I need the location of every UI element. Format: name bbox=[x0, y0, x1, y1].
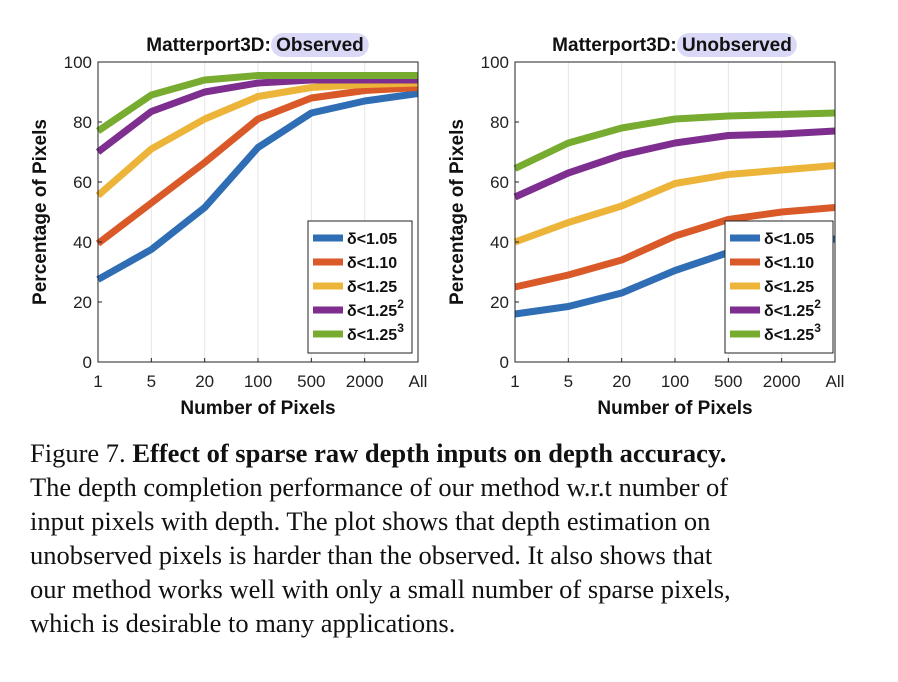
series-line-5 bbox=[513, 109, 836, 172]
series-line-5 bbox=[96, 72, 418, 134]
x-tick-label: 100 bbox=[244, 372, 272, 391]
series-line-2 bbox=[514, 204, 836, 291]
x-tick-label: All bbox=[826, 372, 845, 391]
y-tick-label: 20 bbox=[490, 293, 509, 312]
chart-title-prefix: Matterport3D: bbox=[146, 35, 276, 56]
y-tick-label: 100 bbox=[481, 53, 509, 72]
title-highlight-bg bbox=[271, 33, 369, 57]
legend-label: δ<1.10 bbox=[764, 255, 814, 272]
y-tick-label: 20 bbox=[73, 293, 92, 312]
chart-title-highlight: Unobserved bbox=[682, 35, 792, 56]
legend-label: δ<1.25 bbox=[764, 279, 814, 296]
y-tick-label: 0 bbox=[500, 353, 509, 372]
legend-label: δ<1.253 bbox=[347, 321, 404, 344]
x-axis-label: Number of Pixels bbox=[180, 398, 335, 419]
x-tick-label: 500 bbox=[714, 372, 742, 391]
y-tick-label: 40 bbox=[490, 233, 509, 252]
chart-title: Matterport3D: Observed bbox=[146, 35, 364, 56]
y-tick-label: 60 bbox=[490, 173, 509, 192]
series-line-4 bbox=[95, 76, 418, 155]
legend-label: δ<1.25 bbox=[347, 279, 397, 296]
y-tick-label: 60 bbox=[73, 173, 92, 192]
series-line-2 bbox=[95, 84, 419, 247]
caption-line-4: unobserved pixels is harder than the obs… bbox=[30, 540, 713, 570]
x-tick-label: 100 bbox=[661, 372, 689, 391]
x-tick-label: 2000 bbox=[763, 372, 801, 391]
x-tick-label: 20 bbox=[612, 372, 631, 391]
x-tick-label: 5 bbox=[147, 372, 156, 391]
title-highlight-bg bbox=[677, 33, 797, 57]
chart-title-prefix: Matterport3D: bbox=[552, 35, 682, 56]
chart-1: 0 20 40 60 80 100 1 5 20 100 500 2000 All Number of P… bbox=[30, 33, 427, 419]
y-tick-label: 0 bbox=[83, 353, 92, 372]
chart-title-highlight: Observed bbox=[276, 35, 364, 56]
series-line-4 bbox=[513, 127, 836, 201]
legend-label: δ<1.05 bbox=[347, 231, 397, 248]
caption-line-1: Figure 7. Effect of sparse raw depth inp… bbox=[30, 436, 870, 470]
x-tick-label: 1 bbox=[93, 372, 102, 391]
chart-2: 0 20 40 60 80 100 1 5 20 100 500 2000 All Number of P… bbox=[447, 33, 844, 419]
caption-line-2: The depth completion performance of our … bbox=[30, 472, 729, 502]
y-tick-label: 80 bbox=[73, 113, 92, 132]
series-line-3 bbox=[95, 79, 419, 199]
x-tick-label: 1 bbox=[510, 372, 519, 391]
caption-line-5: our method works well with only a small … bbox=[30, 574, 731, 604]
y-axis-label: Percentage of Pixels bbox=[30, 119, 51, 305]
caption-line-3: input pixels with depth. The plot shows … bbox=[30, 506, 711, 536]
series-line-1 bbox=[96, 90, 419, 283]
legend-label: δ<1.253 bbox=[764, 321, 821, 344]
caption-prefix: Figure 7. bbox=[30, 438, 133, 468]
figure-charts: 0 20 40 60 80 100 1 5 20 100 500 2000 All Number of P… bbox=[30, 33, 844, 419]
x-tick-label: 2000 bbox=[346, 372, 384, 391]
legend-label: δ<1.252 bbox=[347, 297, 404, 320]
y-axis-label: Percentage of Pixels bbox=[447, 119, 468, 305]
legend-label: δ<1.10 bbox=[347, 255, 397, 272]
x-tick-label: 500 bbox=[297, 372, 325, 391]
x-tick-label: 20 bbox=[195, 372, 214, 391]
x-tick-label: 5 bbox=[564, 372, 573, 391]
y-tick-label: 40 bbox=[73, 233, 92, 252]
caption-line-6: which is desirable to many applications. bbox=[30, 608, 456, 638]
caption-bold-title: Effect of sparse raw depth inputs on dep… bbox=[132, 438, 727, 468]
legend-label: δ<1.252 bbox=[764, 297, 821, 320]
y-tick-label: 100 bbox=[64, 53, 92, 72]
y-tick-label: 80 bbox=[490, 113, 509, 132]
legend-label: δ<1.05 bbox=[764, 231, 814, 248]
series-line-3 bbox=[513, 162, 836, 246]
figure-caption: Figure 7. Effect of sparse raw depth inp… bbox=[30, 436, 870, 640]
chart-title: Matterport3D: Unobserved bbox=[552, 35, 792, 56]
x-axis-label: Number of Pixels bbox=[597, 398, 752, 419]
x-tick-label: All bbox=[409, 372, 428, 391]
